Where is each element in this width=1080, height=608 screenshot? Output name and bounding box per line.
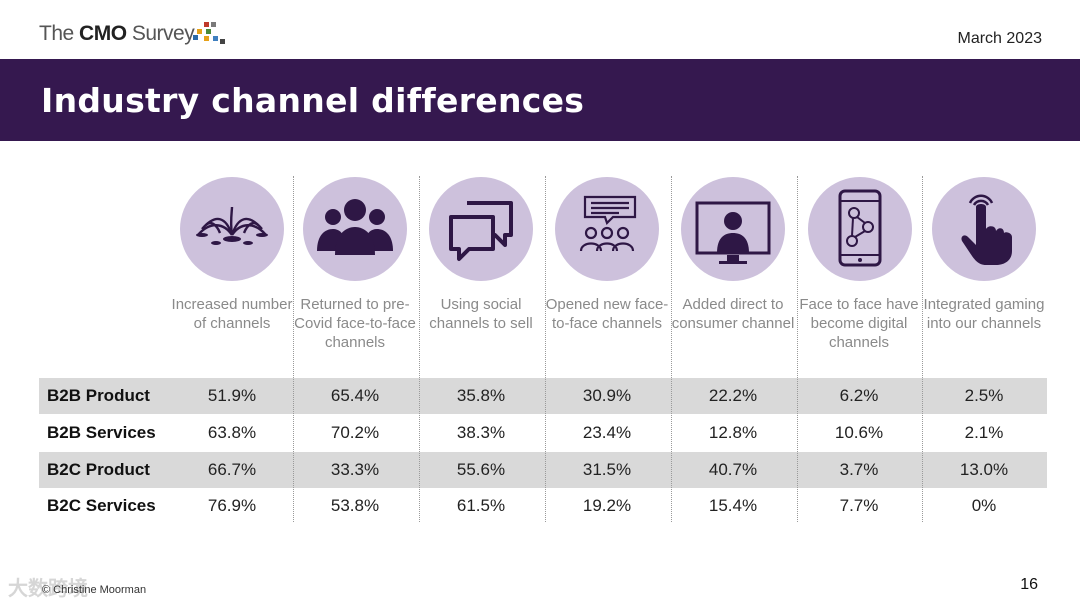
phone-network-icon (808, 177, 912, 281)
table-cell: 2.1% (964, 423, 1004, 442)
row-label: B2C Product (47, 460, 150, 479)
column-label-increased-channels: Increased number of channels (171, 296, 293, 332)
row-label: B2C Services (47, 496, 156, 515)
column-divider (545, 176, 546, 522)
column-divider (671, 176, 672, 522)
table-cell: 55.6% (456, 460, 506, 479)
column-label-returned-face-to-face: Returned to pre-Covid face-to-face chann… (294, 296, 416, 351)
touch-hand-icon (932, 177, 1036, 281)
table-cell: 6.2% (839, 386, 879, 405)
table-cell: 51.9% (207, 386, 257, 405)
table-cell: 61.5% (456, 496, 506, 515)
copyright-text: © Christine Moorman (42, 584, 147, 596)
logo-dots-icon (193, 22, 227, 48)
people-group-icon (303, 177, 407, 281)
page-number: 16 (1020, 576, 1038, 593)
page-title: Industry channel differences (41, 81, 585, 120)
table-cell: 40.7% (708, 460, 758, 479)
table-cell: 35.8% (456, 386, 506, 405)
table-row: B2C Services 76.9% 53.8% 61.5% 19.2% 15.… (39, 488, 1047, 524)
table-cell: 65.4% (330, 386, 380, 405)
row-label: B2B Product (47, 386, 150, 405)
watermark: 大数跨境 (8, 578, 88, 600)
cmo-survey-logo: The CMO Survey (39, 22, 195, 45)
table-cell: 70.2% (330, 423, 380, 442)
column-label-opened-face-to-face: Opened new face-to-face channels (545, 296, 669, 332)
top-bar: The CMO Survey March 2023 (0, 0, 1080, 60)
table-cell: 30.9% (582, 386, 632, 405)
column-label-gaming: Integrated gaming into our channels (923, 296, 1045, 332)
column-divider (293, 176, 294, 522)
table-cell: 13.0% (959, 460, 1009, 479)
monitor-person-icon (681, 177, 785, 281)
table-cell: 66.7% (207, 460, 257, 479)
column-divider (922, 176, 923, 522)
table-row: B2B Services 63.8% 70.2% 38.3% 23.4% 12.… (39, 415, 1047, 451)
table-cell: 19.2% (582, 496, 632, 515)
fountain-icon (180, 177, 284, 281)
table-cell: 76.9% (207, 496, 257, 515)
table-row: B2C Product 66.7% 33.3% 55.6% 31.5% 40.7… (39, 452, 1047, 488)
table-cell: 38.3% (456, 423, 506, 442)
table-cell: 63.8% (207, 423, 257, 442)
column-divider (797, 176, 798, 522)
table-cell: 22.2% (708, 386, 758, 405)
table-cell: 2.5% (964, 386, 1004, 405)
table-cell: 3.7% (839, 460, 879, 479)
audience-chat-icon (555, 177, 659, 281)
table-cell: 31.5% (582, 460, 632, 479)
column-label-social-channels: Using social channels to sell (429, 296, 533, 332)
title-bar: Industry channel differences (0, 59, 1080, 141)
row-label: B2B Services (47, 423, 156, 442)
table-cell: 12.8% (708, 423, 758, 442)
table-cell: 53.8% (330, 496, 380, 515)
table-cell: 7.7% (839, 496, 879, 515)
column-divider (419, 176, 420, 522)
table-row: B2B Product 51.9% 65.4% 35.8% 30.9% 22.2… (39, 378, 1047, 414)
table-cell: 33.3% (330, 460, 380, 479)
column-label-direct-to-consumer: Added direct to consumer channel (671, 296, 795, 332)
table-cell: 10.6% (834, 423, 884, 442)
table-cell: 15.4% (708, 496, 758, 515)
table-cell: 0% (971, 496, 997, 515)
chat-bubbles-icon (429, 177, 533, 281)
report-date: March 2023 (957, 30, 1043, 47)
column-label-digital-channels: Face to face have become digital channel… (799, 296, 919, 351)
table-cell: 23.4% (582, 423, 632, 442)
